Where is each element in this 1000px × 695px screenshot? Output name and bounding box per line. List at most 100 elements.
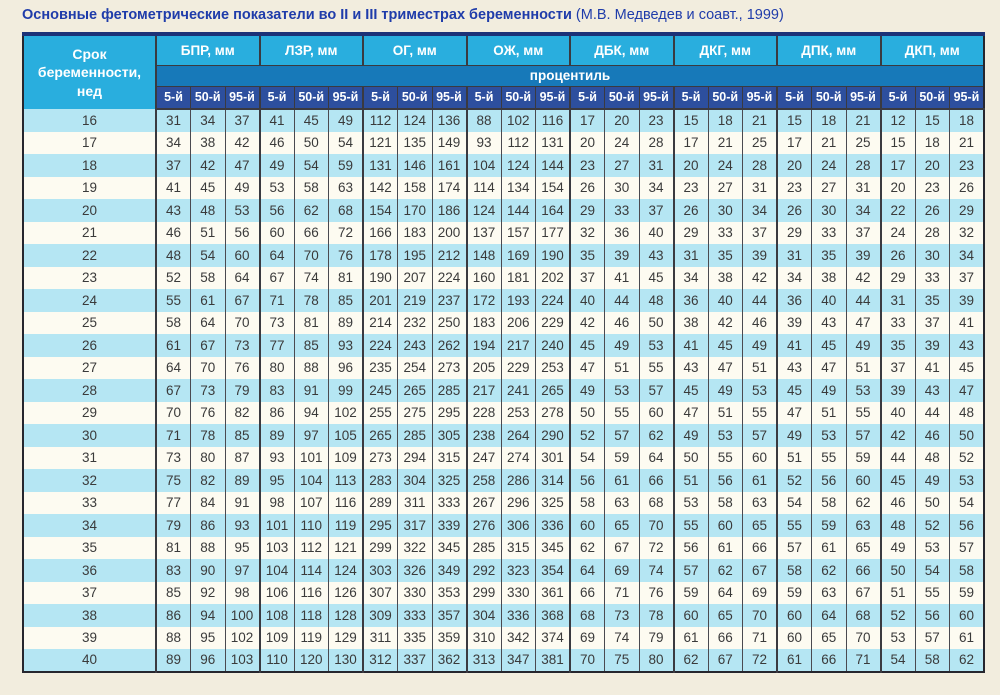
value-cell: 285 [465,536,501,559]
value-cell: 15 [672,109,708,132]
value-cell: 75 [604,649,639,672]
percentile-header: 95-й [535,86,570,110]
value-cell: 37 [742,221,777,244]
value-cell: 43 [811,311,846,334]
value-cell: 79 [224,379,260,402]
value-cell: 34 [190,109,225,132]
value-cell: 78 [638,604,674,627]
value-cell: 18 [811,109,846,132]
value-cell: 82 [224,401,260,424]
value-cell: 95 [224,536,260,559]
value-cell: 202 [535,266,570,289]
value-cell: 22 [879,199,915,222]
value-cell: 18 [707,109,743,132]
value-cell: 77 [155,491,191,514]
value-cell: 67 [707,649,743,672]
value-cell: 34 [845,199,881,222]
value-cell: 15 [879,131,915,154]
value-cell: 238 [465,424,501,447]
value-cell: 72 [742,649,777,672]
value-cell: 56 [811,469,846,492]
value-cell: 148 [465,244,501,267]
value-cell: 58 [569,491,605,514]
value-cell: 67 [190,334,225,357]
percentile-band-row: процентиль [23,65,984,87]
value-cell: 85 [224,424,260,447]
value-cell: 70 [293,244,329,267]
value-cell: 49 [914,469,950,492]
value-cell: 368 [535,604,570,627]
table-row-week-36: 36 83 90 97 104 114 124 303 326 349 292 323 354 64 69 7… [23,559,984,582]
value-cell: 56 [949,514,984,537]
value-cell: 55 [776,514,812,537]
value-cell: 45 [293,109,329,132]
value-cell: 48 [190,199,225,222]
value-cell: 326 [397,559,432,582]
value-cell: 37 [155,154,191,177]
value-cell: 224 [431,266,467,289]
value-cell: 37 [949,266,984,289]
percentile-header: 50-й [397,86,432,110]
value-cell: 322 [397,536,432,559]
value-cell: 247 [465,446,501,469]
value-cell: 39 [776,311,812,334]
value-cell: 51 [604,356,639,379]
value-cell: 109 [258,626,294,649]
value-cell: 36 [672,289,708,312]
value-cell: 39 [949,289,984,312]
value-cell: 347 [500,649,536,672]
value-cell: 81 [155,536,191,559]
value-cell: 17 [879,154,915,177]
value-cell: 51 [190,221,225,244]
value-cell: 237 [431,289,467,312]
value-cell: 61 [190,289,225,312]
value-cell: 310 [465,626,501,649]
value-cell: 64 [190,311,225,334]
value-cell: 72 [638,536,674,559]
value-cell: 51 [845,356,881,379]
value-cell: 299 [465,581,501,604]
table-row-week-16: 16 31 34 37 41 45 49 112 124 136 88 102 116 17 20 23 15 1… [23,109,984,132]
value-cell: 339 [431,514,467,537]
value-cell: 21 [742,109,777,132]
value-cell: 30 [604,176,639,199]
value-cell: 131 [362,154,398,177]
group-header-row: Срок беременности, нед БПР, мм ЛЗР, мм ОГ, … [23,34,984,109]
value-cell: 55 [845,401,881,424]
value-cell: 110 [258,649,294,672]
value-cell: 60 [845,469,881,492]
value-cell: 95 [258,469,294,492]
value-cell: 177 [535,221,570,244]
value-cell: 267 [465,491,501,514]
value-cell: 323 [500,559,536,582]
table-row-week-27: 27 64 70 76 80 88 96 235 254 273 205 229 253 47 51 55 43… [23,356,984,379]
value-cell: 55 [604,401,639,424]
value-cell: 88 [293,356,329,379]
table-row-week-28: 28 67 73 79 83 91 99 245 265 285 217 241 265 49 53 57 45… [23,379,984,402]
value-cell: 206 [500,311,536,334]
value-cell: 157 [500,221,536,244]
value-cell: 46 [604,311,639,334]
value-cell: 20 [776,154,812,177]
value-cell: 67 [155,379,191,402]
week-cell: 23 [23,266,157,289]
table-row-week-32: 32 75 82 89 95 104 113 283 304 325 258 286 314 56 61 66… [23,469,984,492]
value-cell: 39 [879,379,915,402]
value-cell: 45 [190,176,225,199]
value-cell: 178 [362,244,398,267]
value-cell: 61 [155,334,191,357]
value-cell: 98 [258,491,294,514]
value-cell: 69 [742,581,777,604]
value-cell: 91 [293,379,329,402]
value-cell: 273 [431,356,467,379]
value-cell: 21 [949,131,984,154]
value-cell: 50 [638,311,674,334]
week-cell: 21 [23,221,157,244]
value-cell: 276 [465,514,501,537]
value-cell: 55 [707,446,743,469]
value-cell: 55 [914,581,950,604]
value-cell: 62 [672,649,708,672]
percentile-header: 5-й [879,86,915,110]
percentile-header: 95-й [638,86,674,110]
value-cell: 359 [431,626,467,649]
